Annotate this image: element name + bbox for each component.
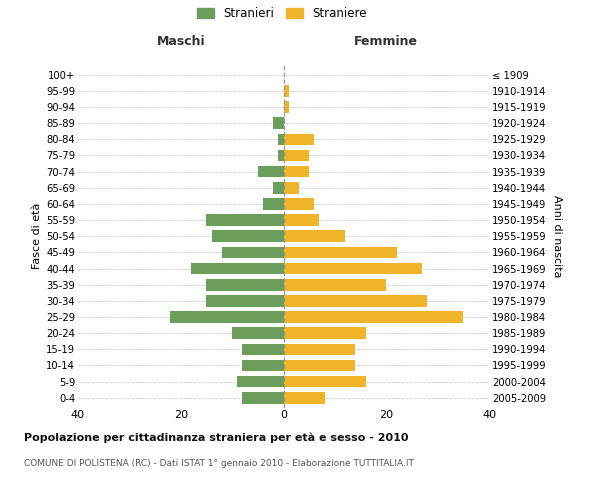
Bar — [284, 311, 463, 323]
Bar — [273, 118, 284, 129]
Text: Femmine: Femmine — [354, 35, 418, 48]
Bar — [206, 214, 284, 226]
Bar — [242, 392, 284, 404]
Y-axis label: Anni di nascita: Anni di nascita — [552, 195, 562, 278]
Bar — [284, 85, 289, 96]
Bar — [284, 166, 309, 177]
Text: Maschi: Maschi — [157, 35, 205, 48]
Bar — [284, 279, 386, 290]
Bar — [284, 214, 319, 226]
Bar — [284, 360, 355, 372]
Bar — [206, 279, 284, 290]
Bar — [284, 246, 397, 258]
Legend: Stranieri, Straniere: Stranieri, Straniere — [193, 2, 371, 25]
Bar — [273, 182, 284, 194]
Text: Popolazione per cittadinanza straniera per età e sesso - 2010: Popolazione per cittadinanza straniera p… — [24, 432, 409, 443]
Y-axis label: Fasce di età: Fasce di età — [32, 203, 42, 270]
Bar — [212, 230, 284, 242]
Bar — [263, 198, 284, 210]
Bar — [242, 344, 284, 355]
Bar — [284, 182, 299, 194]
Bar — [170, 311, 284, 323]
Bar — [278, 134, 284, 145]
Bar — [258, 166, 284, 177]
Bar — [284, 101, 289, 113]
Bar — [284, 230, 345, 242]
Bar — [284, 150, 309, 162]
Bar — [284, 134, 314, 145]
Bar — [284, 198, 314, 210]
Bar — [237, 376, 284, 388]
Bar — [191, 262, 284, 274]
Bar — [222, 246, 284, 258]
Bar — [278, 150, 284, 162]
Bar — [284, 295, 427, 306]
Bar — [284, 328, 366, 339]
Bar — [284, 376, 366, 388]
Bar — [242, 360, 284, 372]
Bar — [284, 392, 325, 404]
Bar — [284, 344, 355, 355]
Bar — [284, 262, 422, 274]
Bar — [206, 295, 284, 306]
Text: COMUNE DI POLISTENA (RC) - Dati ISTAT 1° gennaio 2010 - Elaborazione TUTTITALIA.: COMUNE DI POLISTENA (RC) - Dati ISTAT 1°… — [24, 459, 414, 468]
Bar — [232, 328, 284, 339]
